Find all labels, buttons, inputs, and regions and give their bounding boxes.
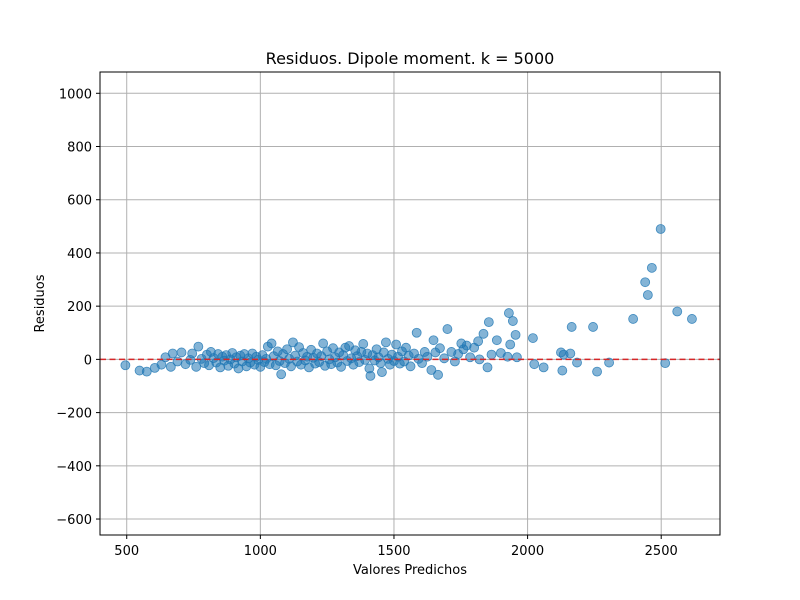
x-axis-label: Valores Predichos [353,563,467,578]
data-point [465,352,476,363]
data-points [120,224,697,381]
data-point [433,369,443,380]
data-point [426,365,437,375]
y-tick-label: 600 [67,194,92,209]
x-tick-label: 2000 [511,544,544,559]
data-point [503,308,514,318]
data-point [557,365,568,376]
data-point [478,328,489,339]
data-point [391,339,402,350]
data-point [187,348,198,359]
data-point [266,338,277,349]
y-tick-label: 0 [84,353,92,368]
data-point [646,262,657,273]
y-tick-label: 200 [67,300,92,315]
x-tick-label: 1500 [377,544,410,559]
data-point [191,361,202,372]
data-point [411,327,422,338]
y-tick-label: 800 [67,141,92,156]
data-point [511,352,522,363]
x-tick-label: 500 [114,544,139,559]
data-point [336,361,346,372]
data-point [529,359,540,370]
plot-area [100,72,720,535]
data-point [428,335,439,346]
data-point [165,361,176,372]
data-point [572,357,582,368]
y-tick-label: 1000 [59,87,92,102]
x-tick-label: 2500 [645,544,678,559]
y-axis-label: Residuos [33,274,48,332]
data-point [193,341,204,352]
data-point [417,358,427,369]
plot-frame [99,71,721,536]
y-axis-ticks: −600 −400 −200 0 200 400 600 800 1000 [56,87,100,528]
data-point [538,362,549,373]
data-point [588,322,598,332]
data-point [655,224,666,234]
data-point [405,361,416,372]
data-point [435,343,445,354]
data-point [365,370,376,381]
data-point [507,316,518,326]
y-tick-label: 400 [67,247,92,262]
data-point [176,347,187,358]
data-point [672,306,683,317]
data-point [528,333,538,343]
data-point [566,322,577,332]
data-point [592,366,602,377]
data-point [141,366,152,377]
data-point [510,329,521,340]
data-point [276,369,287,380]
grid-lines [100,72,720,535]
y-tick-label: −200 [56,407,92,422]
data-point [505,339,516,350]
data-point [377,367,387,378]
x-tick-label: 1000 [244,544,277,559]
data-point [486,349,497,360]
data-point [628,314,639,324]
data-point [565,348,576,359]
data-point [604,357,614,368]
data-point [482,362,493,373]
data-point [640,277,651,288]
y-tick-label: −400 [56,460,92,475]
data-point [642,290,653,300]
data-point [282,344,292,355]
data-point [483,317,494,328]
data-point [318,338,329,349]
data-point [439,353,450,364]
x-axis-ticks: 500 1000 1500 2000 2500 [114,535,678,559]
y-tick-label: −600 [56,513,92,528]
data-point [473,336,484,347]
data-point [120,360,131,371]
data-point [156,359,167,370]
chart-title: Residuos. Dipole moment. k = 5000 [266,49,555,68]
data-point [442,324,453,334]
data-point [491,335,502,346]
data-point [167,348,178,359]
data-point [381,337,391,348]
data-point [358,339,369,349]
data-point [687,314,697,324]
